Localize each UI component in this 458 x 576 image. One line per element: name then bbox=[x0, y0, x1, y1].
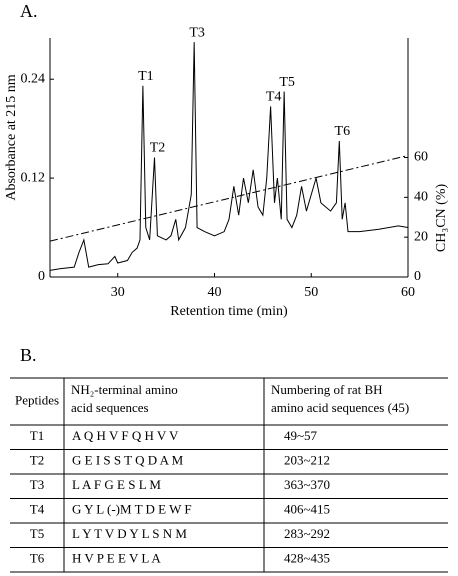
y2-tick-label: 60 bbox=[414, 150, 428, 165]
table-cell: 283~292 bbox=[284, 526, 330, 541]
x-axis-label: Retention time (min) bbox=[170, 304, 288, 319]
y2-tick-label: 40 bbox=[414, 190, 428, 205]
table-cell: 406~415 bbox=[284, 502, 330, 517]
chromatogram-line bbox=[49, 42, 409, 271]
table-cell: 203~212 bbox=[284, 453, 330, 468]
table-header: amino acid sequences (45) bbox=[271, 400, 409, 415]
table-cell: T2 bbox=[30, 453, 44, 468]
y-tick-label: 0 bbox=[38, 269, 45, 284]
table-cell: G Y L (-)M T D E W F bbox=[72, 502, 192, 517]
x-tick-label: 60 bbox=[401, 285, 415, 300]
table-cell: H V P E E V L A bbox=[72, 551, 161, 566]
table-cell: T6 bbox=[30, 551, 45, 566]
gradient-line bbox=[49, 155, 409, 242]
panel-label: B. bbox=[20, 345, 37, 365]
table-cell: T4 bbox=[30, 502, 45, 517]
y-axis-label: Absorbance at 215 nm bbox=[4, 74, 19, 200]
peak-label: T1 bbox=[138, 69, 154, 84]
peak-label: T5 bbox=[279, 75, 295, 90]
table-cell: L Y T V D Y L S N M bbox=[72, 526, 187, 541]
peak-label: T2 bbox=[150, 141, 166, 156]
y2-tick-label: 0 bbox=[414, 269, 421, 284]
y2-tick-label: 20 bbox=[414, 229, 428, 244]
table-header: acid sequences bbox=[71, 400, 149, 415]
table-header: NH₂-terminal amino bbox=[71, 382, 178, 397]
table-cell: 428~435 bbox=[284, 551, 330, 566]
x-tick-label: 40 bbox=[207, 285, 221, 300]
y-tick-label: 0.12 bbox=[21, 170, 46, 185]
peak-label: T4 bbox=[266, 90, 282, 105]
x-tick-label: 50 bbox=[304, 285, 318, 300]
table-header: Numbering of rat BH bbox=[271, 382, 383, 397]
panel-label: A. bbox=[20, 1, 38, 21]
x-tick-label: 30 bbox=[111, 285, 125, 300]
table-cell: T1 bbox=[30, 428, 44, 443]
peak-label: T3 bbox=[189, 25, 205, 40]
table-cell: A Q H V F Q H V V bbox=[72, 428, 179, 443]
table-cell: T3 bbox=[30, 477, 44, 492]
table-header: Peptides bbox=[15, 392, 59, 407]
table-cell: G E I S S T Q D A M bbox=[72, 453, 184, 468]
y2-axis-label: CH₃CN (%) bbox=[434, 184, 449, 253]
y-tick-label: 0.24 bbox=[21, 71, 46, 86]
peak-label: T6 bbox=[335, 124, 351, 139]
table-cell: 363~370 bbox=[284, 477, 330, 492]
table-cell: T5 bbox=[30, 526, 44, 541]
table-cell: L A F G E S L M bbox=[72, 477, 161, 492]
table-cell: 49~57 bbox=[284, 428, 318, 443]
